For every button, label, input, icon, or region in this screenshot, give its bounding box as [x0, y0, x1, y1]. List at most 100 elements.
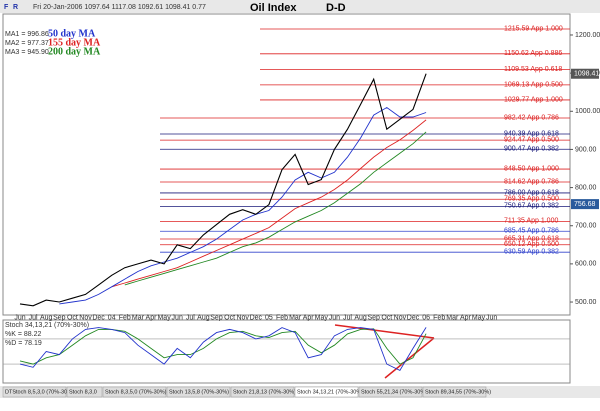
x-tick-label: Mar: [446, 314, 459, 321]
trendline: [334, 324, 435, 339]
tab[interactable]: [2, 386, 67, 398]
level-label: 769.35 App 0.500: [504, 196, 559, 203]
level-label: 1069.13 App 0.500: [504, 81, 563, 88]
stoch-readout: %K = 88.22: [5, 331, 41, 338]
x-tick-label: Oct: [381, 314, 392, 321]
x-tick-label: Jun: [486, 314, 497, 321]
tab[interactable]: [230, 386, 295, 398]
x-tick-label: Jul: [29, 314, 38, 321]
tab-label[interactable]: Stoch 8,3,0: [69, 389, 97, 395]
y-tick-label: 900.00: [575, 146, 597, 153]
level-label: 711.35 App 1.000: [504, 218, 558, 225]
level-label: 1029.77 App 1.000: [504, 96, 563, 103]
x-tick-label: Feb: [119, 314, 131, 321]
x-tick-label: Jul: [186, 314, 195, 321]
x-tick-label: Apr: [460, 314, 472, 321]
quote: Fri 20-Jan-2006 1097.64 1117.08 1092.61 …: [33, 4, 206, 11]
series-line: [19, 73, 427, 307]
level-label: 1150.62 App 0.886: [504, 50, 562, 57]
x-tick-label: Dec: [407, 314, 420, 321]
x-tick-label: Sep: [367, 314, 380, 321]
ma-readout: MA1 = 996.86: [5, 31, 49, 38]
level-label: 685.45 App 0.786: [504, 228, 559, 235]
tab[interactable]: [166, 386, 231, 398]
x-tick-label: Mar: [132, 314, 145, 321]
x-tick-label: Nov: [394, 314, 407, 321]
tab[interactable]: [422, 386, 487, 398]
x-tick-label: Jun: [329, 314, 340, 321]
tab-label[interactable]: Stoch 13,5,8 (70%-30%): [169, 389, 229, 395]
stoch-frame: [2, 319, 571, 384]
x-tick-label: Feb: [433, 314, 445, 321]
legend-label: 200 day MA: [48, 46, 101, 57]
legend-label: 155 day MA: [48, 37, 101, 48]
toolbar-f[interactable]: F: [4, 4, 9, 11]
x-tick-label: Oct: [67, 314, 78, 321]
x-tick-label: Dec: [250, 314, 263, 321]
x-tick-label: Jul: [343, 314, 352, 321]
tab-label[interactable]: Stoch 8,3,5,0 (70%-30%): [105, 389, 167, 395]
level-label: 924.47 App 0.500: [504, 136, 559, 143]
level-label: 786.00 App 0.618: [504, 189, 559, 196]
tab[interactable]: [358, 386, 423, 398]
stoch-readout: %D = 78.19: [5, 340, 42, 347]
level-label: 650.12 App 0.500: [504, 241, 559, 248]
x-tick-label: Sep: [210, 314, 223, 321]
tab[interactable]: [102, 386, 167, 398]
y-tick-label: 600.00: [575, 261, 597, 268]
x-tick-label: Aug: [354, 314, 367, 321]
chart-title: Oil Index: [250, 2, 297, 14]
x-tick-label: Jun: [172, 314, 183, 321]
x-tick-label: Aug: [40, 314, 53, 321]
tab[interactable]: [66, 386, 103, 398]
y-tick-label: 500.00: [575, 299, 597, 306]
series-line: [124, 131, 427, 286]
y-tick-label: 1000.00: [575, 108, 600, 115]
price-tag: [571, 68, 599, 79]
price-tag-label: 756.68: [574, 201, 596, 208]
header-bar: [0, 0, 600, 13]
x-tick-label: Nov: [79, 314, 92, 321]
level-label: 900.47 App 0.382: [504, 146, 559, 153]
y-tick-label: 700.00: [575, 223, 597, 230]
price-tag: [571, 199, 599, 210]
x-tick-label: Jun: [14, 314, 25, 321]
level-label: 982.42 App 0.786: [504, 114, 559, 121]
ma-readout: MA2 = 977.37: [5, 40, 49, 47]
level-label: 1109.53 App 0.618: [504, 66, 562, 73]
legend-label: 50 day MA: [48, 28, 96, 39]
toolbar-r[interactable]: R: [13, 4, 18, 11]
x-tick-label: Dec: [92, 314, 105, 321]
stoch-title: Stoch 34,13,21 (70%-30%): [5, 322, 89, 329]
chart-subtitle: D-D: [326, 2, 346, 14]
series-line: [111, 119, 427, 288]
x-tick-label: 05: [265, 314, 273, 321]
x-tick-label: Feb: [276, 314, 288, 321]
x-tick-label: 04: [108, 314, 116, 321]
x-tick-label: May: [157, 314, 171, 321]
level-label: 665.31 App 0.618: [504, 235, 559, 242]
x-tick-label: Oct: [224, 314, 235, 321]
plot-frame: [2, 13, 571, 316]
level-label: 630.59 App 0.382: [504, 249, 559, 256]
price-tag-label: 1098.41: [574, 71, 599, 78]
level-label: 1215.59 App 1.000: [504, 25, 563, 32]
level-label: 848.50 App 1.000: [504, 165, 559, 172]
x-tick-label: Sep: [53, 314, 66, 321]
series-line: [59, 106, 427, 305]
trendline: [384, 337, 435, 379]
x-tick-label: 06: [422, 314, 430, 321]
tab-label[interactable]: Stoch 21,8,13 (70%-30%): [233, 389, 296, 395]
x-tick-label: Apr: [303, 314, 315, 321]
x-tick-label: Apr: [146, 314, 158, 321]
x-tick-label: Nov: [236, 314, 249, 321]
tab[interactable]: [294, 386, 359, 398]
tab-label[interactable]: Stoch 34,13,21 (70%-30%): [297, 389, 363, 395]
y-tick-label: 800.00: [575, 184, 597, 191]
level-label: 814.62 App 0.786: [504, 178, 559, 185]
tab-label[interactable]: DTStoch 8,5,3,0 (70%-30%): [5, 389, 74, 395]
x-tick-label: Aug: [197, 314, 210, 321]
tab-label[interactable]: Stoch 89,34,55 (70%-30%): [425, 389, 491, 395]
tab-label[interactable]: Stoch 55,21,34 (70%-30%): [361, 389, 427, 395]
